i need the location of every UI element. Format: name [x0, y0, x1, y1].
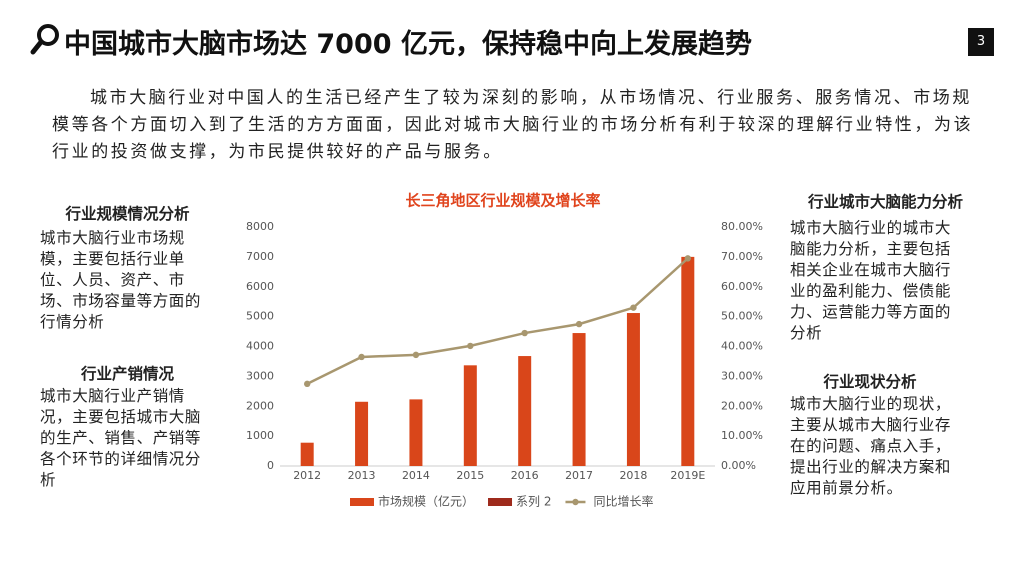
y2-tick-label: 0.00%: [721, 459, 756, 472]
y2-tick-label: 10.00%: [721, 429, 763, 442]
slide-title: 中国城市大脑市场达 7000 亿元，保持稳中向上发展趋势: [64, 29, 752, 60]
bar: [300, 442, 314, 466]
y-tick-label: 0: [267, 459, 274, 472]
y-tick-label: 1000: [246, 429, 274, 442]
y2-tick-label: 80.00%: [721, 220, 763, 233]
intro-text: 城市大脑行业对中国人的生活已经产生了较为深刻的影响，从市场情况、行业服务、服务情…: [52, 88, 974, 162]
point: [521, 329, 528, 337]
y-tick-label: 8000: [246, 220, 274, 233]
y-tick-label: 6000: [246, 280, 274, 293]
x-tick-label: 2013: [348, 469, 376, 482]
x-tick-label: 2017: [565, 469, 593, 482]
y2-tick-label: 40.00%: [721, 340, 763, 353]
y-tick-label: 4000: [246, 340, 274, 353]
page-number: 3: [968, 28, 994, 56]
y2-tick-label: 50.00%: [721, 310, 763, 323]
bar: [409, 399, 423, 466]
legend-swatch: [488, 498, 513, 506]
legend-label: 市场规模（亿元）: [378, 494, 474, 509]
x-tick-label: 2012: [293, 469, 321, 482]
body-text: 城市大脑行业市场规模，主要包括行业单位、人员、资产、市场、市场容量等方面的行情分…: [40, 229, 202, 331]
point: [630, 304, 637, 311]
y2-tick-label: 70.00%: [721, 250, 763, 263]
y-tick-label: 2000: [246, 399, 274, 412]
x-tick-label: 2016: [511, 469, 539, 482]
heading: 行业城市大脑能力分析: [807, 193, 963, 211]
legend-label: 同比增长率: [593, 494, 653, 509]
body-text: 城市大脑行业产销情况，主要包括城市大脑的生产、销售、产销等各个环节的详细情况分析: [40, 387, 202, 489]
heading: 行业现状分析: [823, 373, 917, 391]
y-tick-label: 7000: [246, 250, 274, 263]
bar: [681, 256, 695, 466]
point: [412, 351, 420, 359]
legend-label: 系列 2: [516, 495, 551, 509]
chart-title: 长三角地区行业规模及增长率: [405, 192, 600, 210]
bar: [463, 365, 477, 466]
heading: 行业规模情况分析: [65, 205, 190, 223]
x-tick-label: 2014: [402, 469, 430, 482]
line: [306, 257, 689, 385]
point: [575, 320, 583, 328]
y2-tick-label: 60.00%: [721, 280, 763, 293]
x-tick-label: 2018: [619, 469, 647, 482]
y-tick-label: 3000: [246, 369, 274, 382]
body-text: 城市大脑行业的现状，主要从城市大脑行业存在的问题、痛点入手，提出行业的解决方案和…: [790, 395, 952, 497]
legend-swatch: [350, 498, 374, 506]
legend-swatch: [572, 498, 579, 506]
x-tick-label: 2019E: [670, 469, 705, 482]
point: [303, 380, 311, 388]
y2-tick-label: 30.00%: [721, 369, 763, 382]
bar: [518, 356, 532, 466]
bar: [626, 313, 640, 466]
y2-tick-label: 20.00%: [721, 399, 763, 412]
bar: [572, 333, 586, 466]
point: [358, 353, 365, 361]
y-tick-label: 5000: [246, 310, 274, 323]
point: [684, 255, 692, 262]
point: [467, 342, 474, 350]
heading: 行业产销情况: [80, 365, 174, 383]
search-icon: [30, 24, 59, 55]
bar: [355, 401, 369, 466]
body-text: 城市大脑行业的城市大脑能力分析，主要包括相关企业在城市大脑行业的盈利能力、偿债能…: [790, 219, 952, 342]
x-tick-label: 2015: [456, 469, 484, 482]
